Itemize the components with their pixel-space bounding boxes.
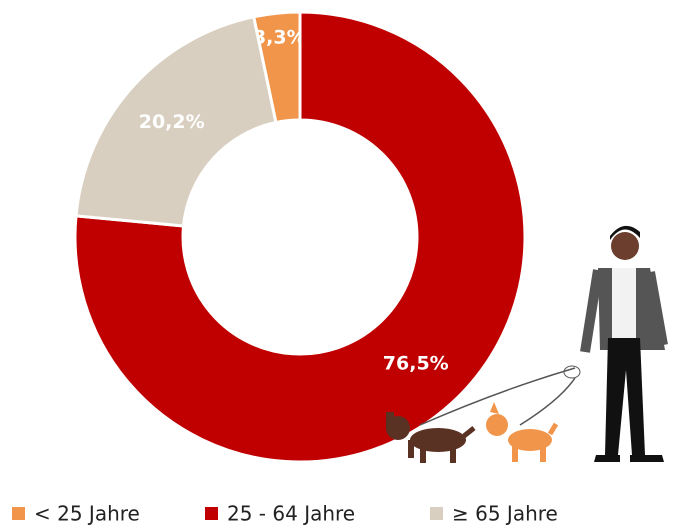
value-label: 20,2% bbox=[139, 111, 205, 133]
legend-swatch bbox=[430, 507, 443, 520]
legend-swatch bbox=[205, 507, 218, 520]
legend: < 25 Jahre 25 - 64 Jahre ≥ 65 Jahre bbox=[12, 502, 558, 526]
legend-label: 25 - 64 Jahre bbox=[227, 502, 355, 526]
chart: 3,3%76,5%20,2% < 25 Jahre25 - 64 Jahre≥ bbox=[0, 0, 673, 529]
donut: 3,3%76,5%20,2% bbox=[75, 12, 525, 462]
legend-swatch bbox=[12, 507, 25, 520]
value-label: 76,5% bbox=[383, 353, 449, 375]
legend-label: ≥ 65 Jahre bbox=[452, 502, 558, 526]
legend-label: < 25 Jahre bbox=[34, 502, 140, 526]
